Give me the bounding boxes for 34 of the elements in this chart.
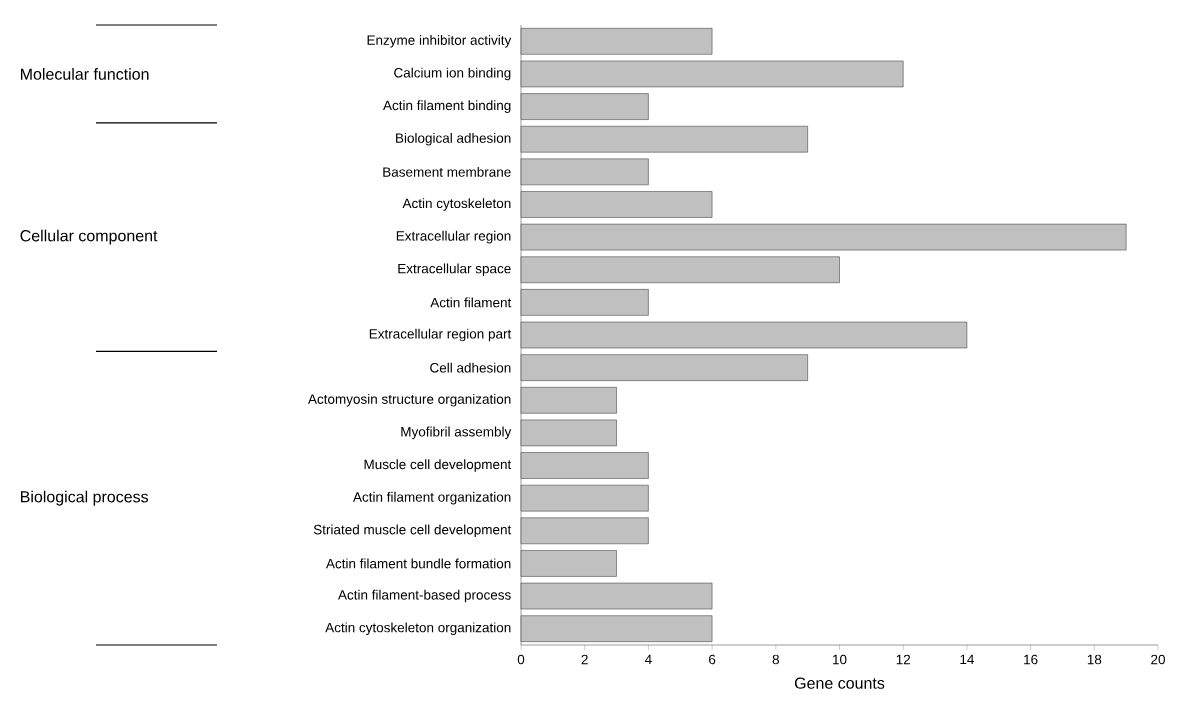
y-tick-label: Actin filament-based process: [338, 589, 511, 603]
y-tick-label: Enzyme inhibitor activity: [367, 35, 512, 48]
y-tick-label: Basement membrane: [383, 166, 511, 177]
y-tick-label: Actin filament: [430, 297, 512, 308]
x-tick-label: 8: [772, 654, 779, 665]
y-tick-label: Muscle cell development: [364, 459, 512, 472]
x-tick-label: 2: [581, 654, 588, 665]
x-tick-label: 12: [896, 654, 911, 665]
x-tick-label: 16: [1024, 654, 1038, 665]
y-tick-label: Calcium ion binding: [394, 67, 511, 81]
text: Biological process: [21, 490, 149, 506]
x-tick-label: 6: [709, 654, 716, 665]
y-tick-label: Actin filament binding: [383, 100, 511, 113]
x-tick-label: 10: [833, 654, 847, 665]
y-tick-label: Striated muscle cell development: [313, 524, 512, 538]
x-tick-label: 14: [960, 654, 975, 664]
y-tick-label: Extracellular space: [398, 263, 511, 277]
y-tick-label: Biological adhesion: [396, 132, 511, 146]
text: Molecular function: [21, 68, 149, 80]
y-tick-label: Cell adhesion: [430, 362, 511, 373]
y-tick-label: Actin cytoskeleton: [402, 198, 511, 211]
x-tick-label: 18: [1087, 654, 1102, 665]
x-tick-label: 4: [644, 654, 652, 664]
y-tick-label: Actin cytoskeleton organization: [325, 622, 511, 635]
x-tick-label: 0: [517, 654, 525, 665]
y-tick-label: Extracellular region part: [369, 328, 512, 342]
y-tick-label: Actin filament bundle formation: [325, 558, 511, 569]
y-tick-label: Extracellular region: [396, 230, 511, 244]
x-tick-label: 20: [1151, 654, 1165, 665]
y-tick-label: Actin filament organization: [353, 491, 511, 505]
x-axis-title: Gene counts: [794, 677, 885, 689]
y-tick-label: Myofibril assembly: [401, 426, 512, 440]
text: Cellular component: [20, 229, 158, 245]
y-tick-label: Actomyosin structure organization: [307, 393, 511, 407]
